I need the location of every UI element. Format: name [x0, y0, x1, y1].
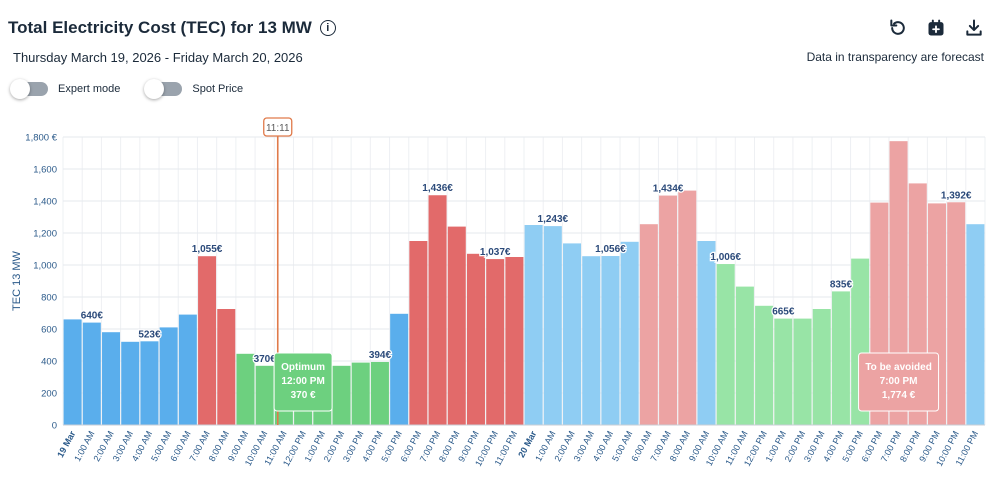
bar[interactable] — [63, 319, 82, 425]
y-tick-label: 1,200 — [33, 229, 57, 240]
bar[interactable] — [659, 195, 678, 425]
data-label: 1,434€ — [653, 184, 684, 195]
bar[interactable] — [947, 202, 966, 425]
bar[interactable] — [370, 361, 389, 425]
bar[interactable] — [563, 243, 582, 425]
bar[interactable] — [198, 256, 217, 425]
data-label: 1,243€ — [538, 214, 569, 225]
bar[interactable] — [255, 365, 274, 425]
reset-icon[interactable] — [886, 16, 910, 40]
y-tick-label: 1,000 — [33, 261, 57, 272]
data-label: 523€ — [138, 329, 161, 340]
bar[interactable] — [793, 318, 812, 425]
y-tick-label: 0 — [52, 421, 57, 432]
data-label: 1,006€ — [710, 252, 741, 263]
bar[interactable] — [409, 241, 428, 425]
bar[interactable] — [582, 256, 601, 425]
bar[interactable] — [82, 322, 101, 425]
bar[interactable] — [543, 226, 562, 425]
expert-mode-label: Expert mode — [58, 83, 121, 95]
data-label: 1,392€ — [941, 190, 972, 201]
expert-mode-toggle[interactable]: Expert mode — [10, 79, 121, 99]
tooltip-line: 1,774 € — [882, 390, 916, 401]
bar[interactable] — [524, 225, 543, 425]
y-tick-label: 400 — [41, 357, 57, 368]
bar[interactable] — [774, 318, 793, 425]
y-tick-label: 1,400 — [33, 197, 57, 208]
bar[interactable] — [486, 259, 505, 425]
bar[interactable] — [466, 253, 485, 425]
bar[interactable] — [620, 241, 639, 425]
toggle-knob — [10, 79, 30, 99]
toggle-group: Expert mode Spot Price — [10, 79, 244, 99]
bar[interactable] — [812, 309, 831, 425]
bar[interactable] — [390, 313, 409, 425]
bar[interactable] — [716, 264, 735, 425]
forecast-note: Data in transparency are forecast — [806, 50, 984, 64]
bar[interactable] — [966, 224, 985, 425]
data-label: 665€ — [772, 307, 795, 318]
tooltip-line: 7:00 PM — [880, 376, 918, 387]
bar[interactable] — [140, 341, 159, 425]
y-tick-label: 1,800 € — [25, 133, 57, 144]
bar[interactable] — [678, 190, 697, 425]
bar[interactable] — [505, 257, 524, 425]
tooltip-box — [858, 352, 940, 412]
bar[interactable] — [601, 256, 620, 425]
calendar-add-icon[interactable] — [924, 16, 948, 40]
bar[interactable] — [332, 365, 351, 425]
now-marker-label: 11:11 — [266, 123, 290, 134]
tooltip-line: To be avoided — [865, 362, 932, 373]
bar[interactable] — [351, 362, 370, 425]
bar[interactable] — [639, 224, 658, 425]
bar[interactable] — [178, 314, 197, 425]
spot-price-label: Spot Price — [192, 83, 244, 95]
toggle-knob — [144, 79, 165, 99]
page-title: Total Electricity Cost (TEC) for 13 MW — [8, 18, 312, 37]
toggle-switch[interactable] — [10, 79, 48, 99]
y-tick-label: 600 — [41, 325, 57, 336]
bar[interactable] — [121, 341, 140, 425]
tec-bar-chart: 0 200 400 600 800 1,000 1,200 1,400 1,600 1,800 €… — [11, 117, 986, 468]
bar[interactable] — [735, 286, 754, 425]
info-icon[interactable]: i — [319, 20, 336, 36]
bar[interactable] — [697, 241, 716, 425]
toolbar — [886, 16, 986, 40]
toggle-switch[interactable] — [144, 79, 183, 99]
tooltip-box — [273, 352, 333, 412]
bar[interactable] — [755, 305, 774, 425]
download-icon[interactable] — [962, 16, 986, 40]
data-label: 1,037€ — [480, 247, 511, 258]
data-label: 370€ — [254, 354, 277, 365]
data-label: 1,436€ — [422, 183, 453, 194]
data-label: 394€ — [369, 350, 392, 361]
bar[interactable] — [236, 353, 255, 425]
bar[interactable] — [831, 291, 850, 425]
tooltip-line: Optimum — [281, 362, 325, 373]
data-label: 1,056€ — [595, 244, 626, 255]
y-tick-label: 200 — [41, 389, 57, 400]
bar[interactable] — [447, 226, 466, 425]
spot-price-toggle[interactable]: Spot Price — [144, 79, 244, 99]
y-tick-label: 800 — [41, 293, 57, 304]
y-tick-label: 1,600 — [33, 165, 57, 176]
now-marker-box — [263, 117, 293, 137]
y-axis-label: TEC 13 MW — [11, 250, 23, 311]
bar[interactable] — [428, 195, 447, 425]
tooltip-line: 370 € — [291, 390, 316, 401]
data-label: 1,055€ — [192, 244, 223, 255]
data-label: 835€ — [830, 279, 853, 290]
bar[interactable] — [217, 309, 236, 425]
bar[interactable] — [159, 327, 178, 425]
data-label: 640€ — [81, 311, 104, 322]
chart-header: Total Electricity Cost (TEC) for 13 MW i — [8, 18, 336, 38]
date-range: Thursday March 19, 2026 - Friday March 2… — [13, 50, 303, 65]
tooltip-line: 12:00 PM — [281, 376, 324, 387]
bar[interactable] — [102, 332, 121, 425]
